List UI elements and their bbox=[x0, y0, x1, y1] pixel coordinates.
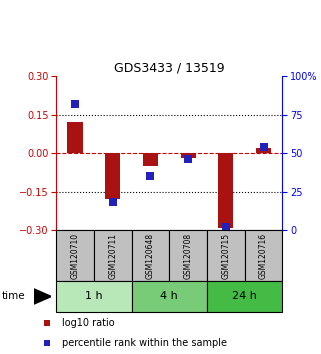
Point bbox=[223, 224, 229, 230]
Text: percentile rank within the sample: percentile rank within the sample bbox=[62, 338, 227, 348]
Point bbox=[148, 173, 153, 179]
Bar bbox=[256, 148, 271, 153]
Title: GDS3433 / 13519: GDS3433 / 13519 bbox=[114, 62, 225, 75]
Text: GSM120710: GSM120710 bbox=[71, 233, 80, 279]
Point bbox=[186, 156, 191, 162]
Bar bbox=[207, 230, 245, 281]
Text: 4 h: 4 h bbox=[160, 291, 178, 302]
Bar bbox=[181, 153, 196, 158]
Text: GSM120708: GSM120708 bbox=[184, 233, 193, 279]
Bar bbox=[94, 230, 132, 281]
Point bbox=[261, 144, 266, 150]
Text: GSM120648: GSM120648 bbox=[146, 233, 155, 279]
Text: GSM120711: GSM120711 bbox=[108, 233, 117, 279]
Bar bbox=[169, 230, 207, 281]
Bar bbox=[132, 281, 207, 312]
Bar bbox=[218, 153, 233, 228]
Bar bbox=[56, 281, 132, 312]
Text: 24 h: 24 h bbox=[232, 291, 257, 302]
Text: time: time bbox=[2, 291, 25, 302]
Point bbox=[73, 101, 78, 107]
Bar bbox=[67, 122, 82, 153]
Point bbox=[110, 200, 115, 205]
Bar bbox=[56, 230, 94, 281]
Text: GSM120715: GSM120715 bbox=[221, 233, 230, 279]
Bar bbox=[132, 230, 169, 281]
Bar bbox=[245, 230, 282, 281]
Text: 1 h: 1 h bbox=[85, 291, 103, 302]
Point bbox=[45, 340, 50, 346]
Polygon shape bbox=[34, 289, 51, 304]
Point bbox=[45, 320, 50, 326]
Text: log10 ratio: log10 ratio bbox=[62, 318, 115, 328]
Bar bbox=[105, 153, 120, 199]
Bar bbox=[143, 153, 158, 166]
Text: GSM120716: GSM120716 bbox=[259, 233, 268, 279]
Bar bbox=[207, 281, 282, 312]
